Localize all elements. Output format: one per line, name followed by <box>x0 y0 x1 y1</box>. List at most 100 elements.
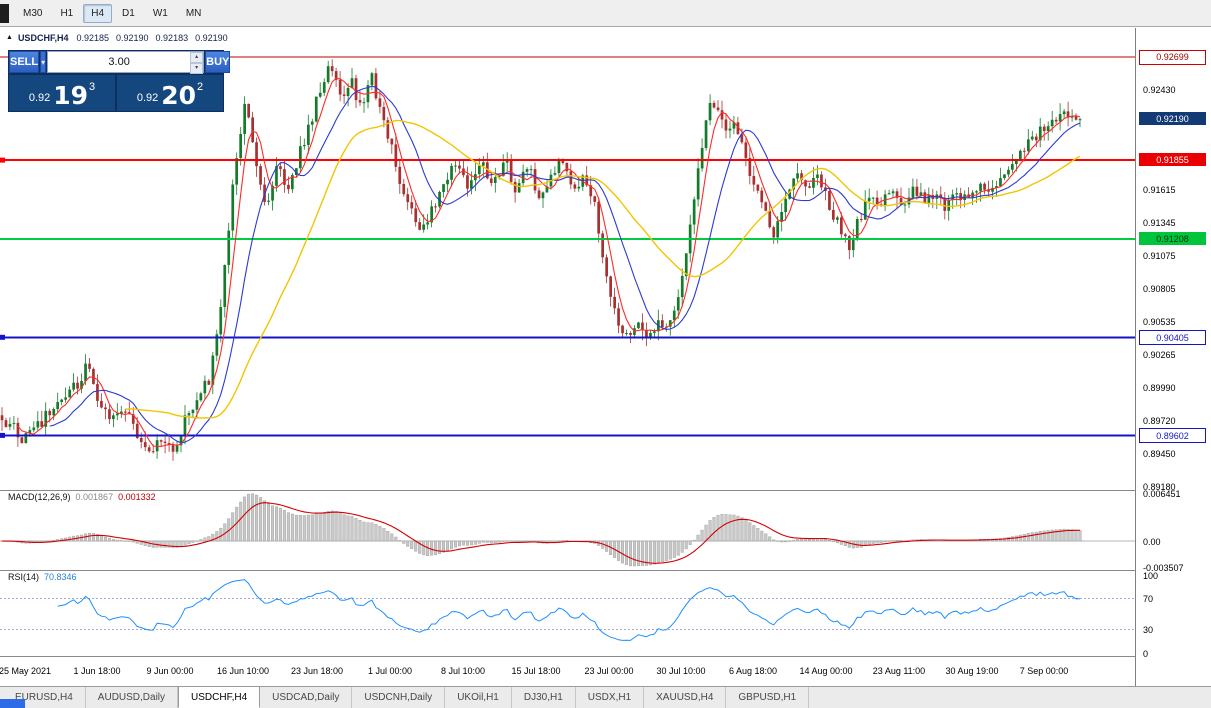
timeframe-button-h1[interactable]: H1 <box>60 7 74 19</box>
sell-price-prefix: 0.92 <box>28 92 51 104</box>
time-tick-label: 23 Aug 11:00 <box>872 666 926 676</box>
chart-tab-gbpusd[interactable]: GBPUSD,H1 <box>726 687 810 708</box>
time-tick-label: 1 Jul 00:00 <box>367 666 413 676</box>
macd-main-value: 0.001867 <box>75 492 114 502</box>
rsi-axis-label: 70 <box>1143 593 1154 604</box>
price-level-badge: 0.91855 <box>1139 153 1206 167</box>
time-tick-label: 23 Jul 00:00 <box>584 666 634 676</box>
rsi-label: RSI(14) 70.8346 <box>8 572 77 582</box>
macd-label: MACD(12,26,9) 0.001867 0.001332 <box>8 492 156 502</box>
sell-price-sup: 3 <box>89 81 96 93</box>
price-chart[interactable] <box>0 46 1135 658</box>
chart-tab-ukoil[interactable]: UKOil,H1 <box>445 687 512 708</box>
chart-tabs: EURUSD,H4 AUDUSD,Daily USDCHF,H4 USDCAD,Dai… <box>0 686 1211 708</box>
sell-price[interactable]: 0.92 19 3 <box>9 75 115 111</box>
rsi-axis-label: 30 <box>1143 625 1154 636</box>
price-tick-label: 0.91615 <box>1143 184 1176 195</box>
ohlc-high: 0.92190 <box>116 32 149 43</box>
macd-axis-label: 0.006451 <box>1143 488 1181 499</box>
chevron-down-icon: ▾ <box>41 57 46 67</box>
timeframe-toolbar: M30 H1 H4 D1 W1 MN <box>0 0 1211 27</box>
time-tick-label: 30 Jul 10:00 <box>656 666 706 676</box>
moving-averages-layer <box>17 77 1081 447</box>
current-price-badge: 0.92190 <box>1139 112 1206 126</box>
price-level-badge: 0.90405 <box>1139 330 1206 346</box>
buy-price-sup: 2 <box>197 81 204 93</box>
timeframe-button-m30[interactable]: M30 <box>23 7 43 19</box>
clipped-toolbar-button[interactable] <box>0 3 9 23</box>
trade-options-dropdown[interactable]: ▾ <box>40 51 47 73</box>
price-tick-label: 0.90535 <box>1143 316 1176 327</box>
price-level-badge: 0.92699 <box>1139 49 1206 65</box>
timeframe-button-w1[interactable]: W1 <box>152 7 168 19</box>
volume-stepper: ▴ ▾ <box>190 52 204 74</box>
time-tick-label: 25 May 2021 <box>0 666 52 676</box>
hscroll-indicator[interactable] <box>0 699 25 708</box>
price-tick-label: 0.89450 <box>1143 449 1176 460</box>
time-tick-label: 7 Sep 00:00 <box>1019 666 1069 676</box>
buy-price[interactable]: 0.92 20 2 <box>117 75 223 111</box>
price-tick-label: 0.89720 <box>1143 416 1176 427</box>
time-tick-label: 16 Jun 10:00 <box>216 666 270 676</box>
timeframe-button-h4[interactable]: H4 <box>83 3 113 23</box>
price-axis: 0.92430 0.91615 0.91345 0.91075 0.90805 0.905… <box>1135 28 1211 686</box>
timeframe-button-d1[interactable]: D1 <box>122 7 135 19</box>
rsi-axis-label: 0 <box>1143 648 1149 659</box>
chart-tab-usdcad[interactable]: USDCAD,Daily <box>260 687 353 708</box>
price-tick-label: 0.92430 <box>1143 85 1176 96</box>
chart-tab-audusd[interactable]: AUDUSD,Daily <box>86 687 179 708</box>
buy-price-prefix: 0.92 <box>136 92 159 104</box>
macd-histogram <box>0 493 1082 567</box>
macd-signal-line <box>1 502 1080 564</box>
time-tick-label: 8 Jul 10:00 <box>440 666 486 676</box>
rsi-value: 70.8346 <box>44 572 77 582</box>
price-level-badge: 0.91208 <box>1139 232 1206 246</box>
chart-tab-dj30[interactable]: DJ30,H1 <box>512 687 576 708</box>
candles-layer <box>0 59 1082 461</box>
sell-price-big: 19 <box>53 81 89 110</box>
price-tick-label: 0.89990 <box>1143 383 1176 394</box>
chart-tab-xauusd[interactable]: XAUUSD,H4 <box>644 687 727 708</box>
price-tick-label: 0.90805 <box>1143 283 1176 294</box>
volume-up-button[interactable]: ▴ <box>190 52 204 63</box>
time-tick-label: 14 Aug 00:00 <box>799 666 853 676</box>
ohlc-close: 0.92190 <box>195 32 228 43</box>
macd-signal-value: 0.001332 <box>118 492 156 502</box>
ohlc-low: 0.92183 <box>155 32 189 43</box>
time-tick-label: 30 Aug 19:00 <box>945 666 999 676</box>
chart-tab-usdx[interactable]: USDX,H1 <box>576 687 645 708</box>
price-level-badge: 0.89602 <box>1139 428 1206 444</box>
price-tick-label: 0.89180 <box>1143 482 1176 493</box>
macd-name: MACD(12,26,9) <box>8 492 71 502</box>
chart-symbol: USDCHF,H4 <box>17 32 69 43</box>
price-tick-label: 0.90265 <box>1143 349 1176 360</box>
volume-input[interactable] <box>48 52 191 72</box>
rsi-axis-label: 100 <box>1143 570 1159 581</box>
timeframe-button-mn[interactable]: MN <box>185 7 202 19</box>
buy-button[interactable]: BUY <box>205 51 231 73</box>
time-tick-label: 6 Aug 18:00 <box>728 666 778 676</box>
volume-field: ▴ ▾ <box>47 51 205 74</box>
volume-down-button[interactable]: ▾ <box>190 63 204 74</box>
time-axis: 25 May 2021 1 Jun 18:00 9 Jun 00:00 16 Jun … <box>0 657 1135 686</box>
rsi-line <box>57 579 1081 641</box>
rsi-name: RSI(14) <box>8 572 40 582</box>
chart-ohlc-header: ▲ USDCHF,H4 0.92185 0.92190 0.92183 0.92… <box>0 29 1134 46</box>
chart-tab-usdcnh[interactable]: USDCNH,Daily <box>352 687 446 708</box>
buy-price-big: 20 <box>161 81 197 110</box>
collapse-icon[interactable]: ▲ <box>6 34 13 41</box>
price-tick-label: 0.91345 <box>1143 217 1176 228</box>
time-tick-label: 23 Jun 18:00 <box>290 666 344 676</box>
ohlc-open: 0.92185 <box>76 32 109 43</box>
chart-tab-usdchf[interactable]: USDCHF,H4 <box>178 686 261 708</box>
chart-tab-eurusd[interactable]: EURUSD,H4 <box>3 687 86 708</box>
time-tick-label: 1 Jun 18:00 <box>73 666 121 676</box>
time-tick-label: 15 Jul 18:00 <box>511 666 561 676</box>
time-tick-label: 9 Jun 00:00 <box>146 666 194 676</box>
macd-axis-label: 0.00 <box>1143 536 1161 547</box>
sell-button[interactable]: SELL <box>9 51 40 73</box>
price-tick-label: 0.91075 <box>1143 250 1176 261</box>
macd-axis-label: -0.003507 <box>1143 562 1184 573</box>
timeframe-buttons: M30 H1 H4 D1 W1 MN <box>15 3 211 23</box>
